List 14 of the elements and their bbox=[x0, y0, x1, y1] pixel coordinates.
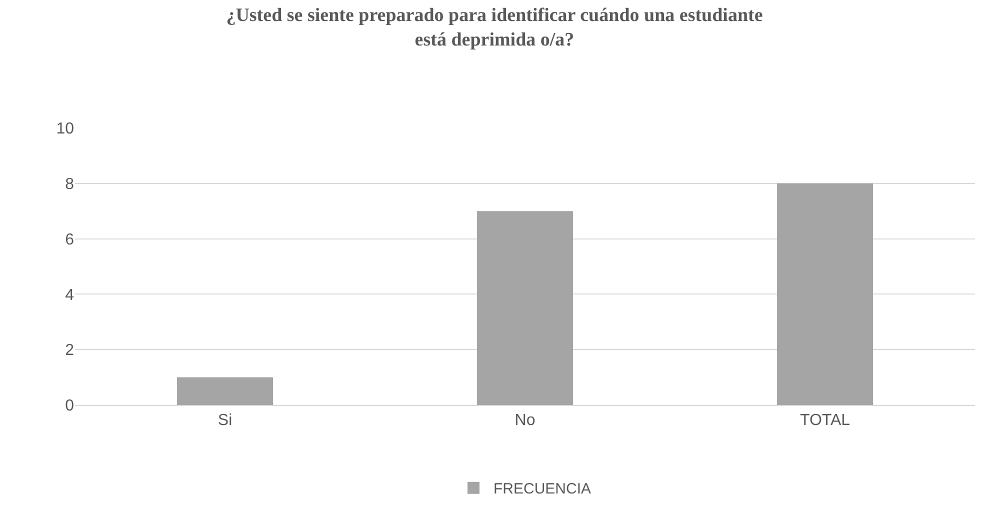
y-tick-label: 10 bbox=[56, 120, 74, 138]
x-tick-label: No bbox=[514, 412, 536, 430]
bar bbox=[777, 183, 873, 405]
y-tick-label: 4 bbox=[65, 286, 74, 304]
x-tick-label: TOTAL bbox=[800, 412, 850, 430]
bar bbox=[477, 211, 573, 405]
chart-title: ¿Usted se siente preparado para identificar cuándo una estudiante está deprimida o/a? bbox=[226, 4, 763, 50]
y-tick-label: 2 bbox=[65, 342, 74, 360]
y-tick-label: 8 bbox=[65, 176, 74, 193]
bar bbox=[177, 377, 273, 405]
x-tick-label: Si bbox=[218, 412, 232, 430]
legend-label: FRECUENCIA bbox=[494, 480, 592, 498]
y-tick-label: 0 bbox=[65, 398, 74, 415]
y-tick-label: 6 bbox=[65, 231, 74, 248]
